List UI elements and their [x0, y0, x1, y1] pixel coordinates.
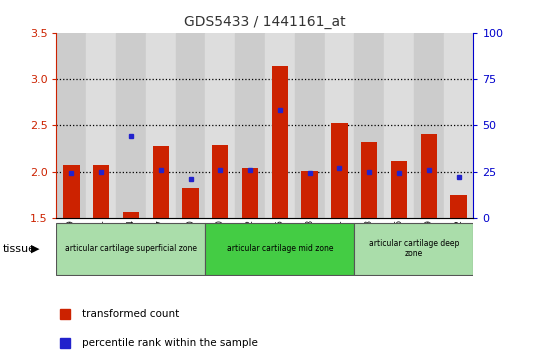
Bar [235, 33, 265, 218]
Bar [206, 223, 355, 275]
Bar [175, 33, 206, 218]
Text: tissue: tissue [3, 244, 36, 254]
Bar [421, 134, 437, 218]
Text: articular cartilage superficial zone: articular cartilage superficial zone [65, 244, 197, 253]
Bar [146, 33, 175, 218]
Bar [391, 161, 407, 218]
Bar [265, 33, 295, 218]
Bar [450, 195, 467, 218]
Bar [272, 66, 288, 218]
Bar [242, 168, 258, 218]
Bar [116, 33, 146, 218]
Text: GDS5433 / 1441161_at: GDS5433 / 1441161_at [184, 15, 346, 29]
Bar [93, 165, 109, 218]
Bar [331, 123, 348, 218]
Bar [182, 188, 199, 218]
Bar [384, 33, 414, 218]
Text: ▶: ▶ [31, 244, 40, 254]
Bar [414, 33, 444, 218]
Bar [355, 33, 384, 218]
Bar [355, 223, 473, 275]
Bar [295, 33, 324, 218]
Bar [63, 165, 80, 218]
Bar [86, 33, 116, 218]
Text: transformed count: transformed count [81, 309, 179, 319]
Bar [324, 33, 355, 218]
Text: articular cartilage mid zone: articular cartilage mid zone [226, 244, 333, 253]
Bar [56, 33, 86, 218]
Text: percentile rank within the sample: percentile rank within the sample [81, 338, 257, 348]
Bar [56, 223, 206, 275]
Bar [153, 146, 169, 218]
Bar [444, 33, 473, 218]
Bar [301, 171, 318, 218]
Bar [361, 142, 377, 218]
Text: articular cartilage deep
zone: articular cartilage deep zone [369, 239, 459, 258]
Bar [123, 212, 139, 218]
Bar [206, 33, 235, 218]
Bar [212, 145, 229, 218]
